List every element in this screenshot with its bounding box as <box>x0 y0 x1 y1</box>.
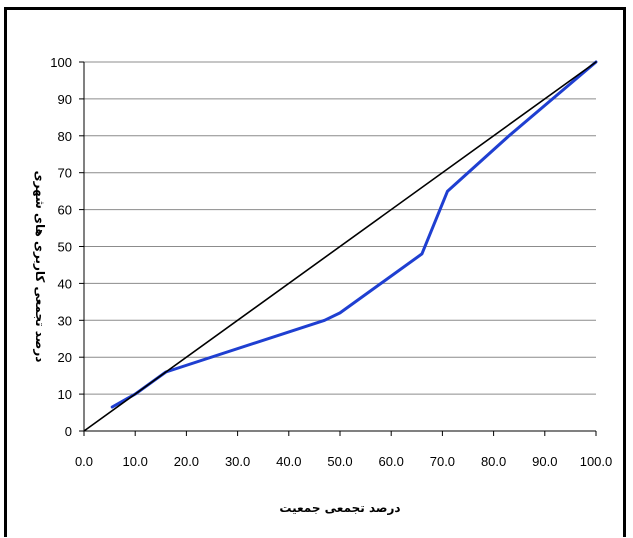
grid-lines <box>84 61 596 395</box>
y-tick-label: 100 <box>50 55 72 70</box>
chart-frame <box>4 7 626 537</box>
x-tick-labels: 0.0 10.0 20.0 30.0 40.0 50.0 60.0 70.0 80.0 90.0 1… <box>75 454 612 469</box>
y-tick-label: 20 <box>58 350 72 365</box>
axes <box>79 61 597 436</box>
y-tick-label: 90 <box>58 92 72 107</box>
y-tick-label: 50 <box>58 240 72 255</box>
x-tick-label: 60.0 <box>379 454 404 469</box>
x-tick-label: 90.0 <box>532 454 557 469</box>
equality-line <box>83 61 597 432</box>
y-tick-label: 60 <box>58 203 72 218</box>
y-tick-label: 70 <box>58 166 72 181</box>
y-axis-title: درصد تجمعی کاربری های شهری <box>33 171 47 363</box>
x-tick-label: 0.0 <box>75 454 93 469</box>
y-tick-label: 10 <box>58 387 72 402</box>
x-tick-label: 100.0 <box>580 454 613 469</box>
x-tick-label: 70.0 <box>430 454 455 469</box>
x-tick-label: 30.0 <box>225 454 250 469</box>
y-tick-label: 30 <box>58 313 72 328</box>
x-tick-label: 40.0 <box>276 454 301 469</box>
x-axis-title: درصد تجمعی جمعیت <box>279 501 400 515</box>
y-tick-label: 0 <box>65 424 72 439</box>
x-tick-label: 10.0 <box>123 454 148 469</box>
series-layer <box>83 60 598 432</box>
x-tick-label: 50.0 <box>327 454 352 469</box>
x-tick-label: 20.0 <box>174 454 199 469</box>
y-tick-label: 80 <box>58 129 72 144</box>
y-tick-labels: 0 10 20 30 40 50 60 70 80 90 100 <box>50 55 72 439</box>
y-tick-label: 40 <box>58 276 72 291</box>
x-tick-label: 80.0 <box>481 454 506 469</box>
